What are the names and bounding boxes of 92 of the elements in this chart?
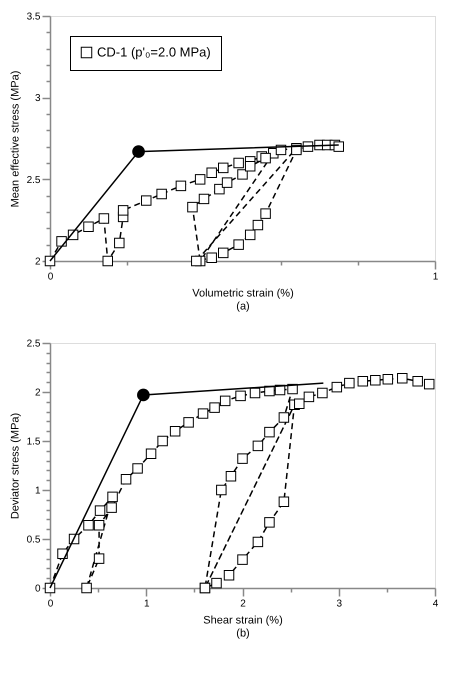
point [156, 188, 167, 200]
point [252, 440, 264, 452]
point [132, 463, 143, 474]
x-tick-label: 2 [240, 598, 246, 610]
point [83, 221, 94, 232]
point [191, 256, 202, 266]
point [260, 152, 271, 164]
point [218, 162, 228, 174]
point [118, 205, 128, 216]
point [220, 396, 230, 406]
point [264, 426, 275, 438]
point [237, 554, 248, 565]
point [187, 202, 198, 212]
point [226, 471, 236, 482]
x-tick-label: 1 [144, 598, 150, 610]
point [397, 373, 408, 384]
y-tick-label: 2.5 [26, 174, 41, 186]
y-tick-label: 2 [34, 388, 41, 398]
x-axis-title: Volumetric strain (%) [192, 288, 294, 300]
point [176, 180, 186, 192]
point [278, 412, 290, 423]
y-tick-label: 0.5 [26, 534, 41, 546]
point [183, 417, 194, 428]
point [120, 474, 132, 484]
point [198, 408, 208, 419]
point [264, 517, 275, 528]
point [222, 177, 232, 188]
point [224, 570, 234, 581]
point [252, 536, 264, 548]
point [114, 238, 125, 248]
x-tick-label: 3 [336, 598, 342, 610]
point [146, 448, 156, 459]
point [141, 195, 152, 206]
text: (a) [236, 300, 250, 312]
point [334, 141, 344, 152]
point [344, 378, 355, 388]
y-tick-label: 2 [34, 256, 41, 268]
point [198, 194, 210, 204]
point [252, 220, 264, 230]
point [107, 492, 118, 502]
point [106, 502, 117, 513]
point [332, 382, 342, 392]
point [211, 578, 222, 588]
point [370, 374, 381, 386]
point [194, 174, 206, 185]
point [237, 453, 248, 464]
point [206, 252, 217, 263]
point [218, 248, 228, 258]
point [132, 145, 145, 158]
point [216, 484, 227, 496]
point [233, 158, 244, 168]
point [233, 239, 244, 250]
point [214, 184, 225, 194]
legend-label: CD-1 (p'₀=2.0 MPa) [97, 44, 211, 60]
point [83, 520, 94, 531]
point [170, 426, 180, 436]
y-tick-label: 1.5 [26, 436, 41, 448]
point [94, 553, 104, 564]
point [244, 230, 256, 240]
point [250, 388, 260, 398]
point [98, 213, 110, 224]
y-axis-title: Deviator stress (MPa) [10, 412, 22, 520]
point [244, 161, 256, 172]
y-axis-title: Mean effective stress (MPa) [10, 70, 22, 208]
y-tick-label: 2.5 [26, 338, 41, 350]
point [424, 378, 434, 390]
point [206, 168, 217, 178]
point [235, 390, 246, 402]
point [294, 398, 305, 410]
point [260, 208, 271, 219]
point [94, 520, 104, 531]
point [102, 256, 113, 266]
x-tick-label: 4 [432, 598, 439, 610]
point [358, 376, 368, 386]
text: (b) [236, 628, 250, 640]
point [382, 374, 394, 385]
x-axis-title: Shear strain (%) [203, 614, 283, 626]
point [412, 376, 423, 386]
x-tick-label: 0 [48, 598, 54, 610]
point [81, 582, 92, 594]
y-tick-label: 3 [34, 93, 41, 104]
point [278, 496, 290, 508]
y-tick-label: 0 [34, 584, 41, 594]
point [237, 169, 248, 180]
point [317, 388, 328, 398]
y-tick-label: 1 [34, 486, 41, 496]
y-tick-label: 3.5 [26, 12, 41, 22]
point [94, 505, 106, 516]
point [157, 436, 168, 446]
point [137, 388, 150, 402]
point [304, 392, 314, 402]
point [209, 402, 220, 413]
